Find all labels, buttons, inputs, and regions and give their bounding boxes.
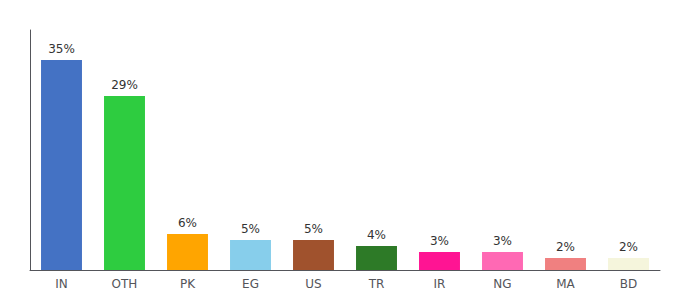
svg-text:EG: EG bbox=[242, 277, 259, 291]
svg-text:US: US bbox=[305, 277, 321, 291]
svg-text:IN: IN bbox=[55, 277, 68, 291]
svg-text:3%: 3% bbox=[493, 234, 512, 248]
svg-text:3%: 3% bbox=[430, 234, 449, 248]
svg-text:TR: TR bbox=[368, 277, 385, 291]
svg-text:PK: PK bbox=[180, 277, 196, 291]
svg-text:29%: 29% bbox=[111, 78, 138, 92]
svg-text:6%: 6% bbox=[178, 216, 197, 230]
svg-text:OTH: OTH bbox=[112, 277, 138, 291]
svg-text:5%: 5% bbox=[241, 222, 260, 236]
svg-text:35%: 35% bbox=[48, 42, 75, 56]
svg-text:2%: 2% bbox=[619, 240, 638, 254]
svg-text:4%: 4% bbox=[367, 228, 386, 242]
svg-text:2%: 2% bbox=[556, 240, 575, 254]
svg-text:NG: NG bbox=[493, 277, 511, 291]
svg-text:BD: BD bbox=[620, 277, 637, 291]
svg-text:MA: MA bbox=[556, 277, 575, 291]
svg-text:5%: 5% bbox=[304, 222, 323, 236]
svg-text:IR: IR bbox=[434, 277, 446, 291]
